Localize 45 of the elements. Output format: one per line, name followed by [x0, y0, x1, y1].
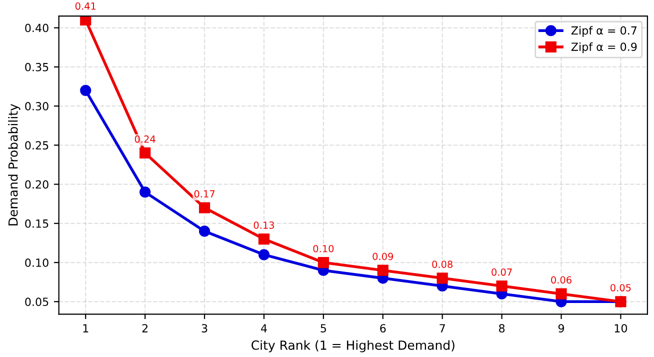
point — [140, 147, 151, 159]
x-tick-label: 2 — [142, 324, 148, 332]
y-tick-label: 0.40 — [25, 24, 48, 32]
legend-label: Zipf α = 0.9 — [571, 42, 637, 54]
point — [140, 186, 151, 198]
y-axis-title: Demand Probability — [8, 104, 20, 226]
point — [258, 233, 270, 245]
data-label: 0.06 — [551, 276, 572, 284]
point — [198, 226, 210, 237]
y-tick-label: 0.05 — [25, 298, 48, 306]
y-tick-label: 0.10 — [25, 258, 48, 267]
data-label: 0.07 — [492, 268, 512, 276]
data-label: 0.10 — [313, 244, 334, 252]
x-tick-label: 1 — [83, 324, 88, 332]
data-label: 0.17 — [194, 190, 215, 198]
x-tick-label: 10 — [614, 324, 628, 332]
x-tick-label: 6 — [380, 324, 386, 332]
x-tick-label: 5 — [320, 324, 326, 332]
point — [198, 202, 210, 214]
data-label: 0.05 — [610, 284, 631, 292]
legend-label: Zipf α = 0.7 — [571, 26, 637, 37]
point — [436, 272, 448, 284]
data-label: 0.13 — [254, 221, 274, 229]
y-tick-label: 0.35 — [25, 62, 48, 72]
y-tick-label: 0.30 — [25, 102, 48, 110]
data-label: 0.41 — [75, 2, 96, 10]
x-tick-label: 4 — [260, 324, 267, 332]
point — [377, 264, 388, 276]
point — [556, 288, 567, 300]
x-tick-label: 7 — [440, 324, 445, 332]
x-tick-label: 9 — [558, 324, 564, 332]
point — [318, 256, 329, 268]
x-tick-label: 8 — [499, 324, 505, 332]
point — [80, 16, 92, 26]
y-tick-label: 0.25 — [25, 141, 48, 150]
y-tick-label: 0.20 — [25, 180, 48, 189]
data-label: 0.08 — [432, 260, 452, 268]
data-label: 0.09 — [372, 252, 394, 260]
point — [258, 249, 270, 260]
point — [496, 280, 508, 292]
data-label: 0.24 — [134, 135, 156, 143]
y-tick-label: 0.15 — [25, 219, 48, 228]
point — [80, 84, 92, 96]
x-tick-label: 3 — [202, 324, 208, 332]
x-axis-title: City Rank (1 = Highest Demand) — [252, 340, 454, 352]
